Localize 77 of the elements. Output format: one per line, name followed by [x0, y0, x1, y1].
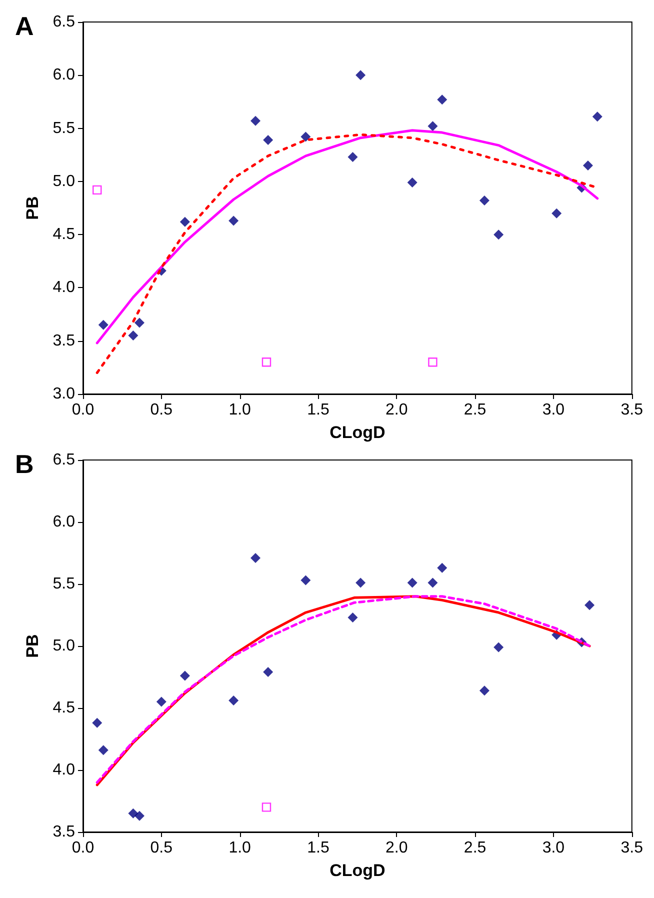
point: [494, 230, 504, 240]
x-tick-label: 0.5: [150, 840, 173, 856]
point: [300, 575, 311, 586]
point: [407, 578, 418, 588]
point: [228, 216, 239, 226]
point: [128, 330, 138, 341]
y-tick-label: 5.5: [52, 120, 76, 137]
point: [356, 578, 366, 588]
x-tick-label: 1.5: [307, 402, 330, 418]
x-tick-label: 3.0: [542, 402, 565, 418]
point: [437, 94, 448, 105]
point: [428, 121, 438, 132]
point: [356, 70, 366, 80]
point: [98, 320, 108, 330]
point: [348, 152, 358, 162]
y-tick-label: 5.0: [52, 638, 76, 654]
point: [582, 160, 593, 170]
point: [592, 112, 602, 122]
point: [262, 802, 272, 812]
point: [479, 196, 490, 206]
point: [300, 132, 311, 142]
y-tick-label: 5.5: [52, 576, 76, 592]
x-axis-title: CLogD: [330, 423, 386, 442]
point: [92, 718, 102, 728]
y-tick-label: 3.5: [52, 332, 76, 350]
point: [263, 667, 274, 678]
y-tick-label: 4.5: [52, 700, 76, 716]
y-axis-title: PB: [23, 196, 42, 220]
y-tick-label: 5.0: [52, 172, 76, 190]
x-tick-label: 2.5: [464, 402, 486, 418]
point: [552, 208, 562, 218]
y-tick-label: 3.0: [52, 386, 76, 402]
point: [263, 134, 274, 145]
point: [134, 318, 144, 328]
y-tick-label: 4.0: [52, 279, 76, 296]
point: [584, 600, 595, 610]
y-tick-label: 6.0: [52, 66, 76, 84]
point: [128, 808, 138, 818]
x-tick-label: 1.0: [228, 402, 252, 418]
chart-title: B: [15, 449, 34, 479]
y-tick-label: 4.5: [52, 226, 76, 244]
point: [407, 177, 418, 188]
point: [428, 358, 438, 367]
point: [134, 810, 144, 821]
x-tick-label: 2.5: [464, 840, 486, 856]
x-axis-title: CLogD: [330, 861, 386, 880]
x-tick-label: 2.0: [386, 840, 408, 856]
x-tick-label: 1.0: [228, 840, 252, 856]
point: [250, 116, 261, 126]
x-tick-label: 3.5: [620, 402, 644, 418]
y-tick-label: 6.5: [52, 14, 76, 30]
point: [92, 185, 102, 195]
point: [479, 686, 490, 696]
x-tick-label: 2.0: [386, 402, 408, 418]
x-tick-label: 3.5: [620, 840, 644, 856]
y-tick-label: 3.5: [52, 824, 76, 840]
chart-title: A: [15, 11, 34, 41]
y-tick-label: 6.5: [52, 452, 76, 468]
point: [348, 612, 358, 622]
point: [494, 642, 504, 652]
x-tick-label: 1.5: [307, 840, 330, 856]
x-tick-label: 0.0: [72, 840, 94, 856]
point: [428, 578, 438, 588]
point: [180, 670, 190, 681]
point: [437, 562, 448, 573]
point: [228, 696, 239, 706]
point: [156, 696, 166, 707]
point: [98, 745, 108, 756]
y-tick-label: 6.0: [52, 514, 76, 530]
x-tick-label: 3.0: [542, 840, 565, 856]
point: [262, 358, 272, 367]
point: [180, 216, 190, 227]
y-axis-title: PB: [23, 634, 42, 658]
point: [250, 552, 261, 563]
y-tick-label: 4.0: [52, 762, 76, 778]
x-tick-label: 0.0: [72, 402, 94, 418]
x-tick-label: 0.5: [150, 402, 173, 418]
